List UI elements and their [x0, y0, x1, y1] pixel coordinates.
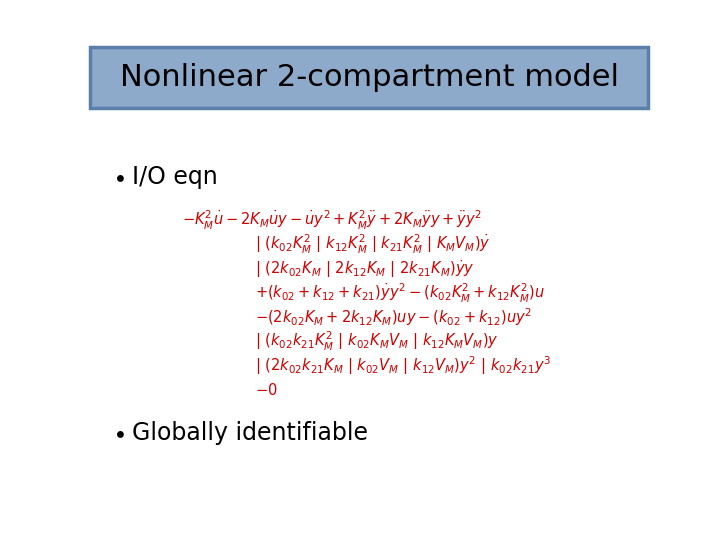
Text: $-K_M^2\dot{u} - 2K_M\dot{u}y - \dot{u}y^2 + K_M^2\ddot{y} + 2K_M\ddot{y}y + \dd: $-K_M^2\dot{u} - 2K_M\dot{u}y - \dot{u}y… [182, 209, 482, 232]
Text: $| \ (2k_{02}K_M \ | \ 2k_{12}K_M \ | \ 2k_{21}K_M)\dot{y}y$: $| \ (2k_{02}K_M \ | \ 2k_{12}K_M \ | \ … [255, 258, 474, 280]
Text: $| \ (k_{02}k_{21}K_M^2 \ | \ k_{02}K_MV_M \ | \ k_{12}K_MV_M)y$: $| \ (k_{02}k_{21}K_M^2 \ | \ k_{02}K_MV… [255, 330, 498, 353]
Text: $| \ (k_{02}K_M^2 \ | \ k_{12}K_M^2 \ | \ k_{21}K_M^2 \ | \ K_MV_M)\dot{y}$: $| \ (k_{02}K_M^2 \ | \ k_{12}K_M^2 \ | … [255, 233, 490, 256]
Text: Nonlinear 2-compartment model: Nonlinear 2-compartment model [120, 63, 618, 92]
Text: $-0$: $-0$ [255, 382, 277, 397]
FancyBboxPatch shape [90, 47, 648, 109]
Text: $| \ (2k_{02}k_{21}K_M \ | \ k_{02}V_M \ | \ k_{12}V_M)y^2 \ | \ k_{02}k_{21}y^3: $| \ (2k_{02}k_{21}K_M \ | \ k_{02}V_M \… [255, 354, 551, 377]
Text: $\bullet$: $\bullet$ [112, 165, 125, 189]
Text: $+ (k_{02} + k_{12} + k_{21})\dot{y}y^2 - (k_{02}K_M^2 + k_{12}K_M^2)u$: $+ (k_{02} + k_{12} + k_{21})\dot{y}y^2 … [255, 281, 544, 305]
Text: I/O eqn: I/O eqn [132, 165, 217, 189]
Text: $- (2k_{02}K_M + 2k_{12}K_M)uy - (k_{02} + k_{12})uy^2$: $- (2k_{02}K_M + 2k_{12}K_M)uy - (k_{02}… [255, 306, 531, 328]
Text: Globally identifiable: Globally identifiable [132, 421, 368, 445]
Text: $\bullet$: $\bullet$ [112, 421, 125, 445]
